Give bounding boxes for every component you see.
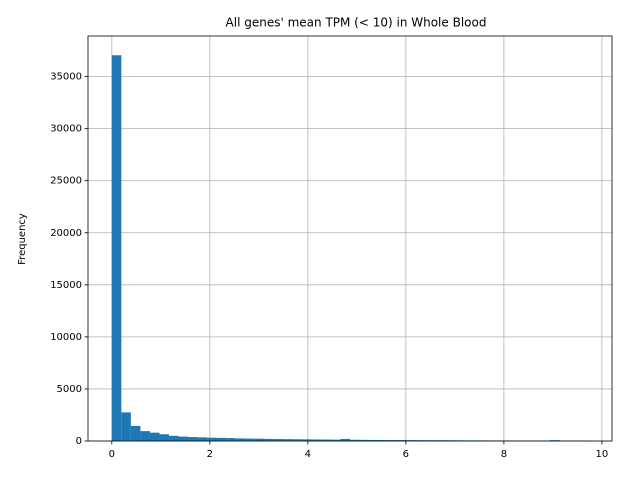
bar [550,440,560,441]
bar [292,439,303,441]
bar [311,439,322,441]
bar [273,439,284,441]
bar [283,439,293,441]
bar [416,440,427,441]
bar [264,438,274,441]
x-tick-label: 4 [305,449,311,460]
bar [216,437,227,441]
bar [178,436,189,441]
bar [140,431,150,441]
bar [121,412,131,441]
bar [350,439,360,441]
grid [88,36,612,442]
bar [188,437,198,441]
bar [245,438,255,441]
bar [254,438,265,441]
bar [197,437,208,441]
y-tick-label: 20000 [50,228,82,239]
bars [111,55,589,441]
axes-frame [87,35,613,442]
bar [378,439,389,441]
bar [369,439,379,441]
bar [321,439,331,441]
chart-title: All genes' mean TPM (< 10) in Whole Bloo… [226,16,487,30]
bar [302,439,312,441]
bar [168,435,179,441]
bar [359,439,370,441]
bar [207,437,217,441]
x-tick-label: 8 [501,449,507,460]
x-tick-label: 2 [207,449,213,460]
bar [340,438,350,441]
y-tick-label: 5000 [57,384,82,395]
bar [130,425,141,441]
bar [407,440,417,441]
bar [397,440,408,441]
y-tick-label: 10000 [50,332,82,343]
x-tick-label: 6 [403,449,409,460]
x-tick-label: 0 [109,449,115,460]
y-tick-label: 35000 [50,72,82,83]
bar [149,432,160,441]
bar [330,439,341,441]
bar [111,55,122,441]
y-tick-label: 0 [76,436,82,447]
bar [235,438,246,441]
bar [159,434,169,441]
y-tick-label: 15000 [50,280,82,291]
y-tick-label: 25000 [50,176,82,187]
x-tick-label: 10 [596,449,609,460]
y-axis-label: Frequency [17,213,28,265]
ticks: 0 5000 10000 15000 20000 25000 30000 35000 0 2 4 6 8… [50,72,608,460]
y-tick-label: 30000 [50,124,82,135]
bar [226,438,236,441]
bar [388,440,398,441]
